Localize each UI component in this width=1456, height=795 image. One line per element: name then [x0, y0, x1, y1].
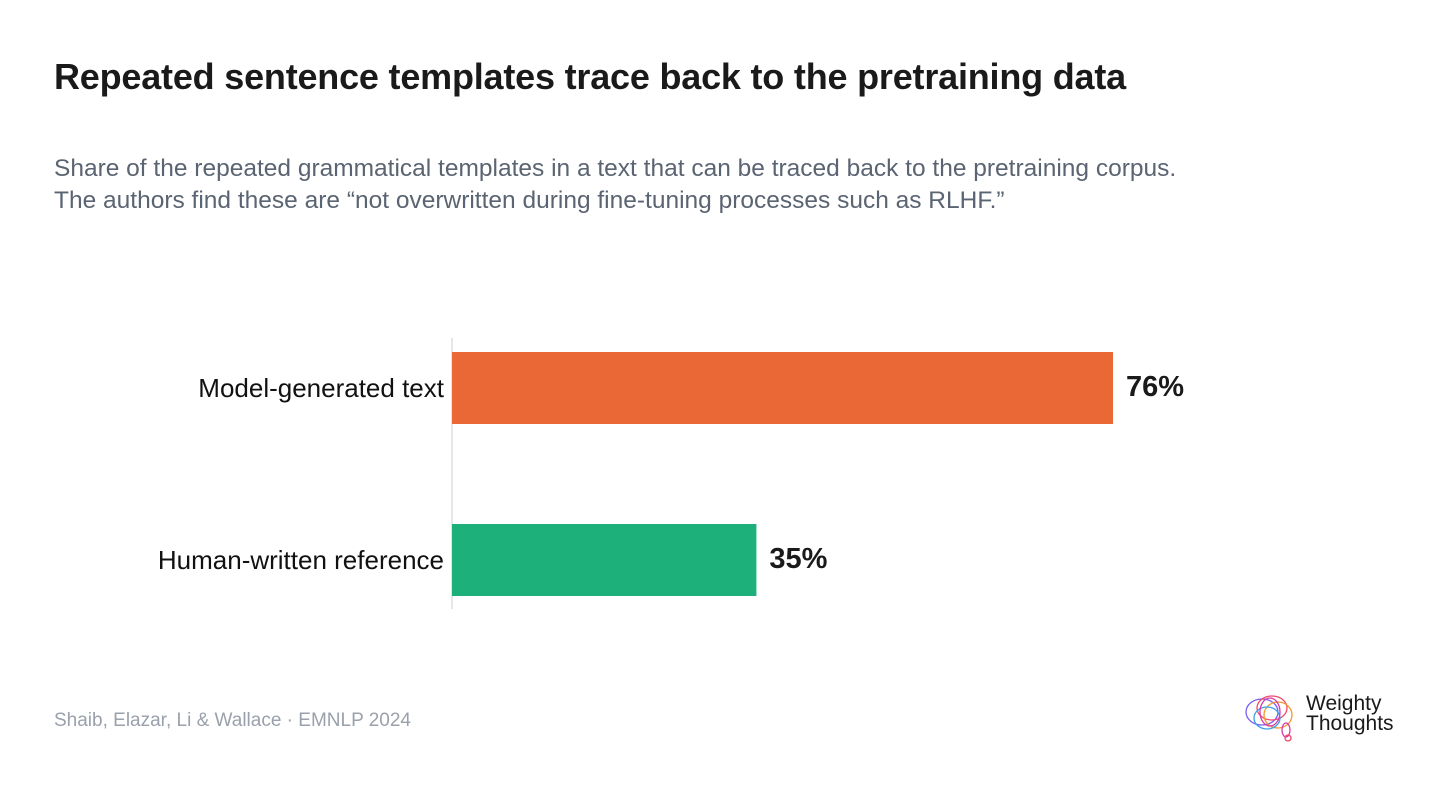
- chart-title: Repeated sentence templates trace back t…: [54, 56, 1126, 97]
- value-label-1: 35%: [769, 543, 827, 575]
- value-label-0: 76%: [1126, 371, 1184, 403]
- logo-line-2: Thoughts: [1306, 712, 1394, 735]
- chart-subtitle: Share of the repeated grammatical templa…: [54, 153, 1414, 217]
- subtitle-line-2: The authors find these are “not overwrit…: [54, 187, 1005, 214]
- brain-logo-icon: [1245, 695, 1293, 742]
- bar-0: [452, 352, 1113, 424]
- logo-line-1: Weighty: [1306, 692, 1382, 715]
- category-label-0: Model-generated text: [198, 373, 444, 403]
- source-citation: Shaib, Elazar, Li & Wallace · EMNLP 2024: [54, 710, 411, 731]
- bar-1: [452, 524, 757, 596]
- category-label-1: Human-written reference: [158, 545, 444, 575]
- subtitle-line-1: Share of the repeated grammatical templa…: [54, 155, 1177, 182]
- brand-logo: Weighty Thoughts: [1242, 690, 1412, 746]
- logo-wordmark: Weighty Thoughts: [1306, 692, 1394, 735]
